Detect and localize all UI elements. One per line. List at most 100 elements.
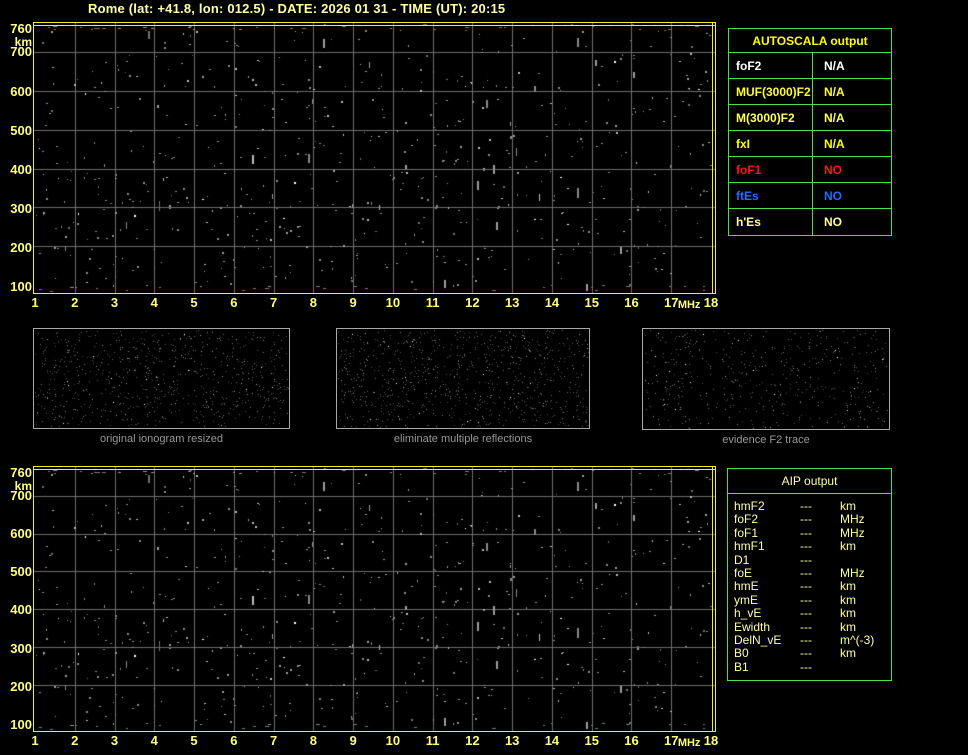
x-tick-label: 2 bbox=[71, 733, 79, 748]
x-tick-label: 4 bbox=[150, 295, 158, 310]
x-tick-label: 16 bbox=[624, 295, 639, 310]
x-tick-label: 12 bbox=[465, 733, 480, 748]
param-label: B1 bbox=[734, 659, 749, 674]
table-row: M(3000)F2 N/A bbox=[729, 105, 891, 131]
x-tick-label: 8 bbox=[309, 295, 317, 310]
table-row: foF1 --- MHz bbox=[734, 525, 891, 540]
param-label: DelN_vE bbox=[734, 632, 782, 647]
thumbnail-canvas-evidence-f2 bbox=[643, 329, 889, 429]
page-title: Rome (lat: +41.8, lon: 012.5) - DATE: 20… bbox=[88, 1, 506, 16]
x-tick-label: 18 bbox=[703, 295, 719, 310]
param-unit: km bbox=[840, 606, 856, 621]
param-label: MUF(3000)F2 bbox=[736, 84, 811, 99]
x-tick-label: 13 bbox=[504, 295, 520, 310]
table-row: hmE --- km bbox=[734, 579, 891, 594]
param-value: N/A bbox=[812, 105, 891, 130]
param-label: ymE bbox=[734, 592, 758, 607]
x-tick-label: 7 bbox=[269, 733, 278, 748]
param-value: N/A bbox=[812, 131, 891, 156]
y-tick-label: 300 bbox=[10, 640, 32, 656]
table-row: DelN_vE --- m^(-3) bbox=[734, 632, 891, 647]
ionogram-canvas-bottom bbox=[34, 467, 715, 731]
y-tick-label: 100 bbox=[10, 279, 32, 294]
param-label: hmE bbox=[734, 579, 759, 594]
table-row: B0 --- km bbox=[734, 646, 891, 661]
x-axis-unit: MHz bbox=[677, 737, 701, 749]
y-tick-label: 600 bbox=[10, 526, 32, 542]
x-tick-label: 2 bbox=[71, 295, 79, 310]
table-row: hmF1 --- km bbox=[734, 539, 891, 554]
param-label: ftEs bbox=[736, 188, 759, 203]
param-label: h'Es bbox=[736, 215, 761, 229]
table-row: foF2 --- MHz bbox=[734, 512, 891, 527]
x-tick-label: 10 bbox=[385, 295, 401, 310]
table-row: Ewidth --- km bbox=[734, 619, 891, 634]
param-value: --- bbox=[800, 499, 812, 513]
plot-inner-border-top bbox=[34, 25, 715, 26]
x-tick-label: 16 bbox=[624, 733, 639, 748]
table-row: foE --- MHz bbox=[734, 565, 891, 580]
param-unit: m^(-3) bbox=[840, 632, 875, 647]
x-tick-label: 12 bbox=[465, 295, 480, 310]
x-tick-label: 18 bbox=[703, 733, 719, 748]
param-label: B0 bbox=[734, 646, 749, 661]
param-value: --- bbox=[800, 512, 812, 527]
x-tick-label: 3 bbox=[110, 295, 119, 310]
param-unit: km bbox=[840, 619, 856, 634]
y-tick-label: 200 bbox=[10, 678, 32, 694]
x-tick-label: 14 bbox=[544, 733, 560, 748]
param-label: foF2 bbox=[736, 58, 762, 73]
x-tick-label: 7 bbox=[269, 295, 278, 310]
table-row: foF2 N/A bbox=[729, 53, 891, 79]
param-label: hmF2 bbox=[734, 499, 765, 513]
param-value: --- bbox=[800, 659, 812, 674]
table-row: fxI N/A bbox=[729, 131, 891, 157]
plot-inner-border-top bbox=[34, 469, 715, 470]
param-value: NO bbox=[812, 209, 891, 235]
autoscala-table-title: AUTOSCALA output bbox=[729, 29, 891, 53]
table-row: hmF2 --- km bbox=[734, 499, 891, 513]
thumbnail-caption-reflections: eliminate multiple reflections bbox=[393, 433, 533, 445]
param-label: foF1 bbox=[736, 162, 762, 177]
table-row: h_vE --- km bbox=[734, 606, 891, 621]
y-tick-label: 500 bbox=[10, 564, 32, 580]
ionogram-plot-bottom bbox=[33, 466, 716, 732]
table-row: ymE --- km bbox=[734, 592, 891, 607]
y-tick-label: 700 bbox=[10, 487, 32, 503]
plot-inner-border-right bbox=[712, 23, 713, 293]
param-unit: km bbox=[840, 646, 856, 661]
param-unit: km bbox=[840, 499, 856, 513]
table-row: B1 --- bbox=[734, 659, 891, 674]
y-tick-label: 100 bbox=[10, 717, 32, 732]
x-tick-label: 6 bbox=[230, 733, 238, 748]
param-unit bbox=[840, 661, 891, 674]
x-tick-label: 11 bbox=[425, 295, 440, 310]
param-value: --- bbox=[800, 565, 812, 580]
aip-table-title: AIP output bbox=[728, 469, 891, 494]
param-value: --- bbox=[800, 632, 812, 647]
x-tick-label: 8 bbox=[309, 733, 317, 748]
y-tick-label: 760 bbox=[10, 21, 32, 36]
param-label: hmF1 bbox=[734, 539, 765, 554]
x-axis-unit: MHz bbox=[677, 299, 701, 311]
y-tick-label: 760 bbox=[10, 465, 32, 480]
param-value: NO bbox=[812, 183, 891, 208]
table-row: h'Es NO bbox=[729, 209, 891, 235]
y-tick-label: 300 bbox=[10, 200, 32, 216]
x-tick-label: 9 bbox=[349, 733, 357, 748]
param-value: --- bbox=[800, 525, 812, 540]
table-row: MUF(3000)F2 N/A bbox=[729, 79, 891, 105]
y-tick-label: 400 bbox=[10, 161, 32, 177]
y-tick-label: 700 bbox=[10, 44, 32, 60]
y-tick-label: 500 bbox=[10, 122, 32, 138]
table-row: foF1 NO bbox=[729, 157, 891, 183]
param-value: --- bbox=[800, 539, 812, 554]
param-label: h_vE bbox=[734, 606, 762, 621]
param-value: --- bbox=[800, 552, 812, 567]
x-tick-label: 9 bbox=[349, 295, 357, 310]
table-row: D1 --- bbox=[734, 552, 891, 567]
thumbnail-evidence-f2 bbox=[642, 328, 890, 430]
x-tick-label: 15 bbox=[584, 733, 599, 748]
param-value: --- bbox=[800, 579, 812, 594]
